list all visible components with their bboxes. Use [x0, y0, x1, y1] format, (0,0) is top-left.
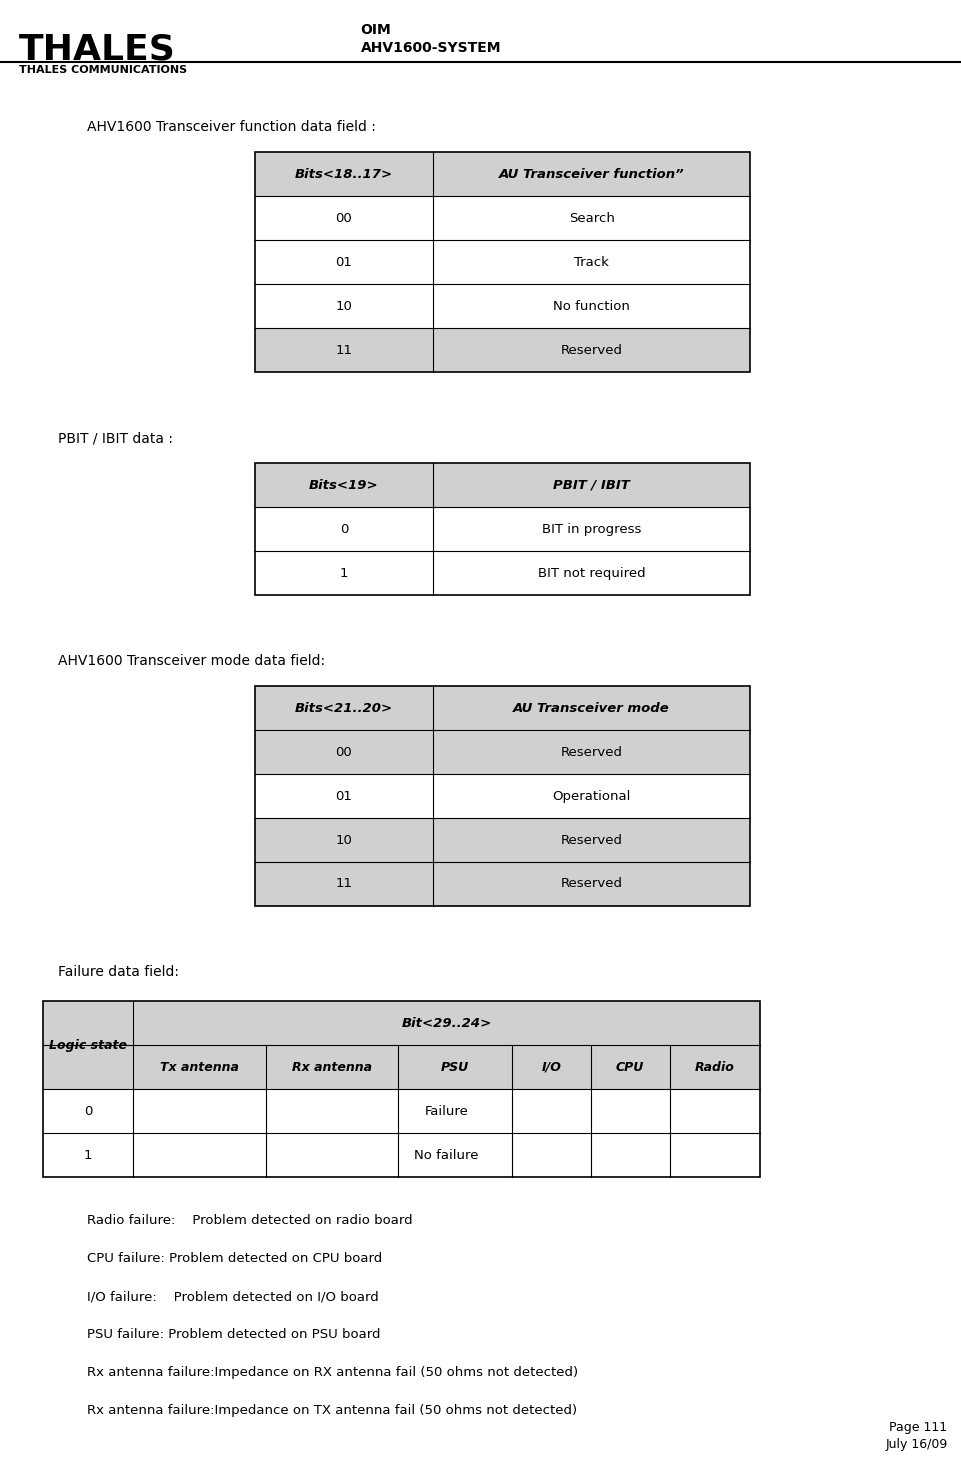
- Text: Bit<29..24>: Bit<29..24>: [401, 1017, 491, 1029]
- Text: AHV1600 Transceiver function data field :: AHV1600 Transceiver function data field …: [86, 120, 375, 135]
- Text: 01: 01: [335, 790, 352, 802]
- Text: Bits<21..20>: Bits<21..20>: [294, 702, 393, 714]
- Text: PBIT / IBIT data :: PBIT / IBIT data :: [58, 431, 173, 446]
- Text: 11: 11: [335, 878, 352, 890]
- FancyBboxPatch shape: [255, 152, 750, 196]
- FancyBboxPatch shape: [43, 1133, 759, 1177]
- Text: 01: 01: [335, 257, 352, 268]
- Text: 10: 10: [335, 834, 352, 846]
- Text: Rx antenna failure:​Impedance on TX antenna fail (50 ohms not detected): Rx antenna failure:​Impedance on TX ante…: [86, 1404, 576, 1418]
- Text: Rx antenna failure:​Impedance on RX antenna fail (50 ohms not detected): Rx antenna failure:​Impedance on RX ante…: [86, 1366, 578, 1380]
- FancyBboxPatch shape: [255, 818, 750, 862]
- Text: PSU: PSU: [440, 1061, 469, 1073]
- Text: No function: No function: [553, 301, 629, 312]
- Text: THALES COMMUNICATIONS: THALES COMMUNICATIONS: [19, 65, 187, 75]
- Text: 00: 00: [335, 213, 352, 224]
- Text: AHV1600 Transceiver mode data field:: AHV1600 Transceiver mode data field:: [58, 654, 325, 668]
- Text: OIM: OIM: [360, 23, 391, 38]
- Text: Failure data field:: Failure data field:: [58, 965, 179, 979]
- Text: Bits<19>: Bits<19>: [308, 479, 379, 491]
- Text: Search: Search: [568, 213, 614, 224]
- Text: 1: 1: [339, 567, 348, 579]
- Text: Page 111: Page 111: [889, 1421, 947, 1434]
- Text: Reserved: Reserved: [560, 878, 622, 890]
- Text: BIT not required: BIT not required: [537, 567, 645, 579]
- Text: Radio failure:    Problem detected on radio board: Radio failure: Problem detected on radio…: [86, 1214, 411, 1227]
- Text: AU Transceiver function”: AU Transceiver function”: [499, 169, 683, 180]
- FancyBboxPatch shape: [43, 1001, 759, 1089]
- Text: 10: 10: [335, 301, 352, 312]
- Text: CPU failure: Problem detected on CPU board: CPU failure: Problem detected on CPU boa…: [86, 1252, 382, 1265]
- Text: AHV1600-SYSTEM: AHV1600-SYSTEM: [360, 41, 501, 56]
- Text: Reserved: Reserved: [560, 834, 622, 846]
- Text: AU Transceiver mode: AU Transceiver mode: [513, 702, 669, 714]
- FancyBboxPatch shape: [255, 328, 750, 372]
- Text: 0: 0: [339, 523, 348, 535]
- Text: No failure: No failure: [413, 1149, 479, 1161]
- Text: Logic state: Logic state: [49, 1039, 127, 1051]
- Text: PSU failure: Problem detected on PSU board: PSU failure: Problem detected on PSU boa…: [86, 1328, 380, 1341]
- Text: Operational: Operational: [552, 790, 630, 802]
- Text: Bits<18..17>: Bits<18..17>: [294, 169, 393, 180]
- FancyBboxPatch shape: [43, 1089, 759, 1133]
- FancyBboxPatch shape: [255, 774, 750, 818]
- FancyBboxPatch shape: [255, 196, 750, 240]
- Text: CPU: CPU: [615, 1061, 644, 1073]
- Text: THALES: THALES: [19, 32, 176, 66]
- FancyBboxPatch shape: [255, 463, 750, 507]
- FancyBboxPatch shape: [255, 862, 750, 906]
- Text: Reserved: Reserved: [560, 746, 622, 758]
- FancyBboxPatch shape: [255, 686, 750, 730]
- FancyBboxPatch shape: [255, 551, 750, 595]
- Text: 0: 0: [84, 1105, 92, 1117]
- Text: 1: 1: [84, 1149, 92, 1161]
- Text: Failure: Failure: [424, 1105, 468, 1117]
- Text: I/O failure:    Problem detected on I/O board: I/O failure: Problem detected on I/O boa…: [86, 1290, 378, 1303]
- Text: Tx antenna: Tx antenna: [160, 1061, 238, 1073]
- Text: 00: 00: [335, 746, 352, 758]
- Text: Radio: Radio: [694, 1061, 734, 1073]
- FancyBboxPatch shape: [255, 730, 750, 774]
- Text: PBIT / IBIT: PBIT / IBIT: [553, 479, 629, 491]
- Text: Rx antenna: Rx antenna: [291, 1061, 372, 1073]
- Text: Reserved: Reserved: [560, 345, 622, 356]
- Text: BIT in progress: BIT in progress: [541, 523, 641, 535]
- FancyBboxPatch shape: [255, 507, 750, 551]
- FancyBboxPatch shape: [255, 240, 750, 284]
- Text: Track: Track: [574, 257, 608, 268]
- Text: July 16/09: July 16/09: [884, 1438, 947, 1451]
- Text: I/O: I/O: [541, 1061, 560, 1073]
- FancyBboxPatch shape: [255, 284, 750, 328]
- Text: 11: 11: [335, 345, 352, 356]
